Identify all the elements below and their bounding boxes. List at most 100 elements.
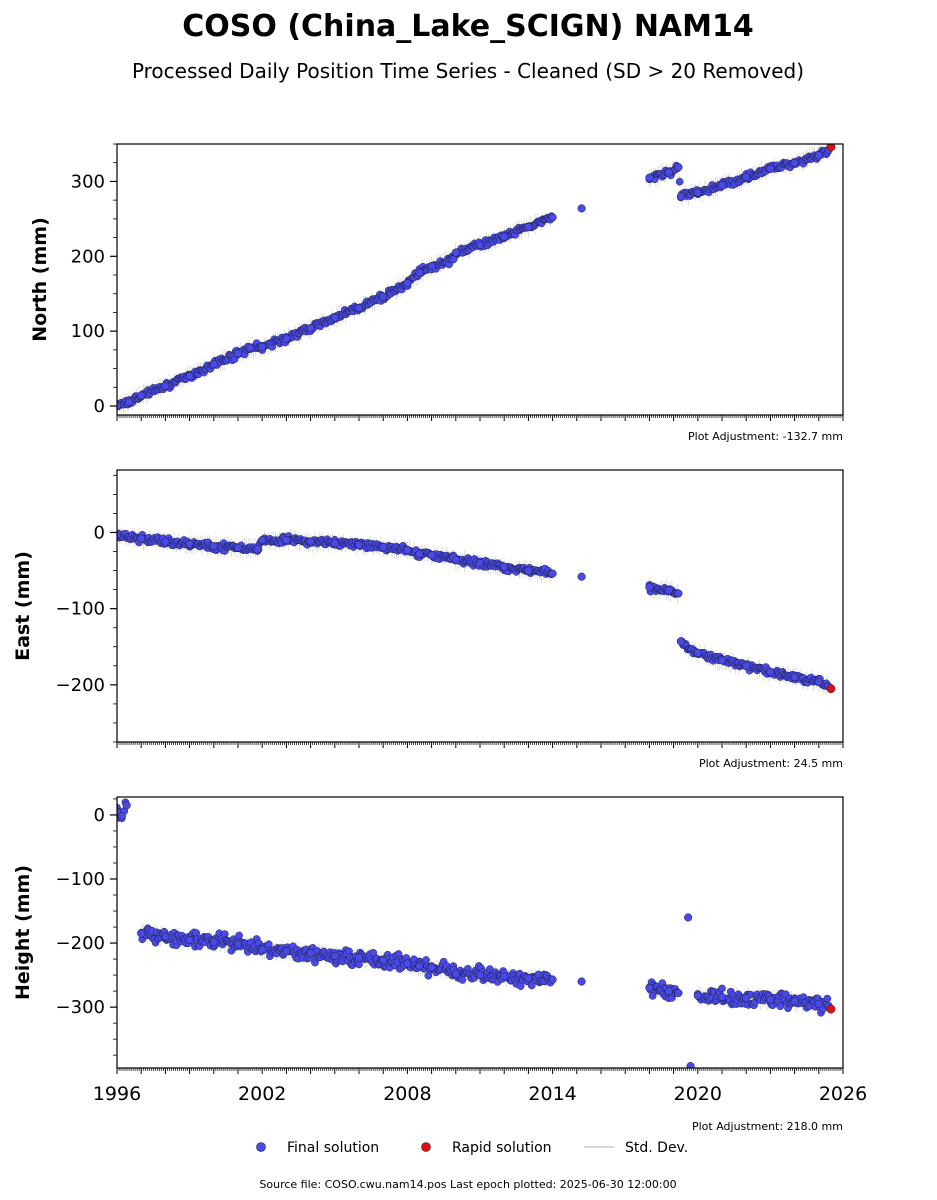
final-point [330, 951, 339, 960]
plot-area [117, 798, 836, 1068]
final-point [500, 232, 509, 241]
final-point [403, 545, 412, 555]
final-point [209, 937, 218, 946]
x-tick-label: 2008 [383, 1083, 431, 1105]
final-point [117, 401, 122, 411]
final-point [458, 976, 467, 984]
final-point [122, 801, 131, 810]
final-point [684, 913, 693, 922]
final-point [676, 637, 685, 646]
plot-adjustment-note: Plot Adjustment: 218.0 mm [692, 1120, 843, 1133]
final-point [282, 947, 291, 956]
final-point [451, 248, 460, 257]
final-point [577, 977, 586, 986]
panel-3: 0 −100 −200 −300 Height (mm) Plot Adjustment:… [12, 796, 867, 1133]
legend-std-label: Std. Dev. [625, 1140, 688, 1156]
final-point [742, 994, 751, 1003]
final-point [790, 997, 799, 1006]
x-tick-label: 2014 [528, 1083, 576, 1105]
y-tick-label: 300 [71, 171, 105, 192]
final-point [766, 164, 775, 173]
final-point [664, 168, 673, 177]
y-tick-label: −300 [56, 997, 105, 1018]
final-point [233, 940, 243, 949]
final-point [475, 971, 485, 980]
final-point [766, 995, 775, 1004]
final-point [354, 953, 364, 962]
rapid-point [826, 1004, 836, 1014]
y-tick-label: 200 [71, 246, 105, 267]
final-point [814, 677, 823, 686]
final-point [664, 987, 673, 996]
final-point [185, 539, 194, 548]
final-point [330, 539, 339, 548]
panel-2: 0 −100 −200 East (mm) Plot Adjustment: 24.5 … [12, 469, 844, 770]
legend: Final solution Rapid solution Std. Dev. [256, 1140, 688, 1156]
final-point [527, 981, 536, 990]
final-point [577, 572, 586, 581]
x-tick-label: 2026 [819, 1083, 867, 1105]
final-point [790, 673, 799, 682]
final-point [185, 935, 194, 944]
final-point [403, 279, 412, 288]
final-point [693, 648, 702, 657]
y-tick-label: −200 [56, 675, 105, 696]
y-tick-label: 100 [71, 321, 105, 342]
final-point [742, 661, 751, 670]
final-point [645, 173, 654, 182]
final-point [258, 945, 267, 954]
final-point [246, 343, 255, 352]
final-point [117, 530, 122, 539]
final-point [137, 929, 146, 938]
final-point [718, 984, 726, 993]
final-point [524, 974, 533, 983]
final-point [125, 398, 134, 407]
final-point [209, 360, 218, 369]
final-point [823, 994, 832, 1003]
final-point [548, 569, 557, 578]
final-point [253, 545, 262, 554]
final-point [403, 959, 412, 968]
final-point [258, 536, 267, 545]
final-point [548, 213, 557, 222]
final-point [742, 172, 751, 181]
final-point [161, 381, 170, 390]
final-point [524, 566, 533, 575]
final-point [306, 949, 315, 958]
final-point [427, 551, 436, 560]
legend-final-marker [256, 1142, 266, 1152]
final-point [355, 960, 363, 969]
final-point [674, 163, 683, 172]
final-point [766, 667, 775, 676]
final-point [379, 956, 388, 965]
plot-adjustment-note: Plot Adjustment: 24.5 mm [699, 757, 843, 770]
panel-1: 0 100 200 300 North (mm) Plot Adjustment: -13… [29, 143, 844, 443]
final-point [209, 542, 218, 551]
final-point [524, 223, 533, 232]
final-point [776, 1002, 785, 1011]
final-point [117, 812, 126, 821]
final-point [814, 999, 823, 1008]
final-point [548, 975, 557, 984]
y-axis-label: Height (mm) [12, 865, 34, 1000]
legend-final-label: Final solution [287, 1140, 379, 1156]
y-tick-label: 0 [94, 396, 105, 417]
chart-subtitle: Processed Daily Position Time Series - C… [132, 59, 804, 83]
final-point [645, 583, 654, 592]
final-point [235, 931, 243, 940]
final-point [693, 188, 702, 197]
final-point [717, 181, 727, 190]
final-point [693, 991, 702, 1000]
final-point [790, 158, 799, 167]
y-tick-label: −200 [56, 933, 105, 954]
final-point [500, 562, 509, 571]
final-point [185, 372, 194, 381]
final-point [330, 313, 339, 322]
final-point [449, 255, 458, 264]
plot-area [117, 525, 836, 696]
final-point [379, 542, 388, 552]
final-point [717, 656, 727, 665]
final-point [415, 549, 424, 558]
final-point [354, 303, 364, 312]
